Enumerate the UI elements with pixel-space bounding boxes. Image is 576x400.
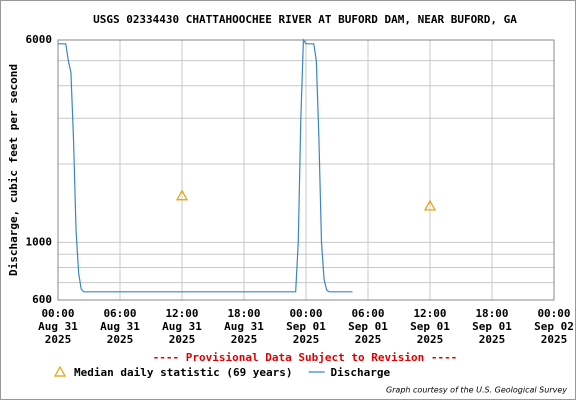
y-tick-label: 1000 (26, 235, 53, 248)
y-tick-label: 600 (32, 293, 52, 306)
x-tick-label: Aug 31 (162, 320, 202, 333)
chart-title: USGS 02334430 CHATTAHOOCHEE RIVER AT BUF… (93, 13, 517, 26)
x-tick-label: 18:00 (475, 307, 508, 320)
x-tick-label: Sep 01 (348, 320, 388, 333)
x-tick-label: 2025 (355, 333, 382, 346)
x-tick-label: Aug 31 (38, 320, 78, 333)
x-tick-label: 2025 (417, 333, 444, 346)
annotation: ---- Provisional Data Subject to Revisio… (153, 351, 458, 364)
x-tick-label: Sep 02 (534, 320, 574, 333)
x-tick-label: Aug 31 (100, 320, 140, 333)
median-marker (423, 199, 437, 211)
x-tick-label: 2025 (541, 333, 568, 346)
plot-border (57, 39, 555, 301)
x-tick-label: 2025 (107, 333, 134, 346)
x-tick-label: 00:00 (537, 307, 570, 320)
x-tick-label: 2025 (479, 333, 506, 346)
legend-marker (53, 365, 67, 377)
x-tick-label: 2025 (45, 333, 72, 346)
x-tick-label: Aug 31 (224, 320, 264, 333)
y-tick-label: 6000 (26, 33, 53, 46)
x-tick-label: 12:00 (165, 307, 198, 320)
legend-label: Discharge (331, 366, 391, 379)
x-tick-label: 18:00 (227, 307, 260, 320)
discharge-line (58, 38, 353, 293)
legend-label: Median daily statistic (69 years) (74, 366, 293, 379)
x-tick-label: 06:00 (351, 307, 384, 320)
x-tick-label: Sep 01 (410, 320, 450, 333)
x-tick-label: 2025 (169, 333, 196, 346)
x-tick-label: 2025 (231, 333, 258, 346)
x-tick-label: 06:00 (103, 307, 136, 320)
credit: Graph courtesy of the U.S. Geological Su… (386, 386, 567, 395)
x-tick-label: 00:00 (289, 307, 322, 320)
x-tick-label: 2025 (293, 333, 320, 346)
median-marker (175, 189, 189, 201)
x-tick-label: 12:00 (413, 307, 446, 320)
x-tick-label: Sep 01 (286, 320, 326, 333)
y-axis-label: Discharge, cubic feet per second (7, 64, 20, 276)
x-tick-label: Sep 01 (472, 320, 512, 333)
x-tick-label: 00:00 (41, 307, 74, 320)
